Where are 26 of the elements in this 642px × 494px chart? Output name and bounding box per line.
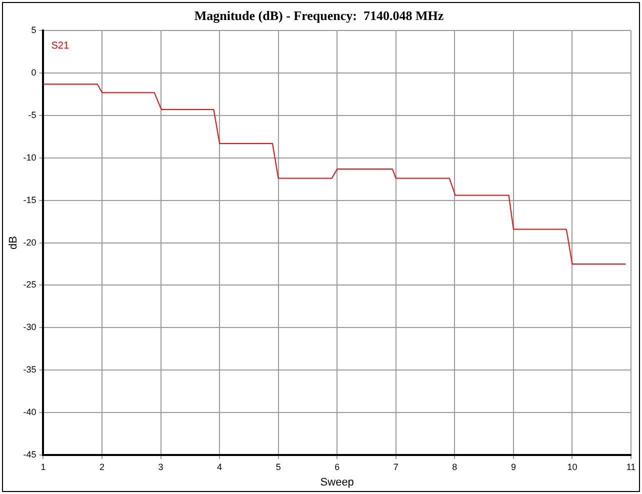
x-tick-label: 5: [276, 462, 281, 472]
y-tick-label: -5: [28, 110, 36, 120]
x-tick-label: 10: [567, 462, 578, 472]
y-tick-label: 0: [31, 68, 36, 78]
x-tick-label: 4: [217, 462, 222, 472]
x-tick-label: 9: [510, 462, 516, 472]
y-tick-label: -40: [23, 407, 36, 418]
x-tick-label: 8: [452, 462, 458, 472]
y-tick-label: -35: [23, 364, 36, 375]
x-tick-label: 3: [158, 462, 164, 472]
y-tick-label: -15: [23, 194, 36, 205]
y-tick-label: -30: [23, 322, 36, 332]
text: S21: [51, 40, 70, 52]
x-tick-label: 7: [393, 462, 398, 472]
x-axis-title: Sweep: [320, 476, 354, 488]
x-tick-label: 11: [626, 462, 636, 472]
chart-title: Magnitude (dB) - Frequency: 7140.048 MHz: [194, 8, 444, 24]
x-tick-label: 6: [334, 462, 340, 472]
x-tick-label: 1: [40, 462, 46, 472]
y-tick-label: 5: [31, 25, 36, 36]
y-tick-label: -25: [23, 280, 36, 290]
y-tick-label: -45: [23, 449, 36, 460]
y-tick-label: -10: [23, 152, 36, 162]
x-tick-label: 2: [99, 462, 104, 472]
y-axis-title: dB: [8, 236, 20, 250]
y-tick-label: -20: [23, 237, 36, 248]
